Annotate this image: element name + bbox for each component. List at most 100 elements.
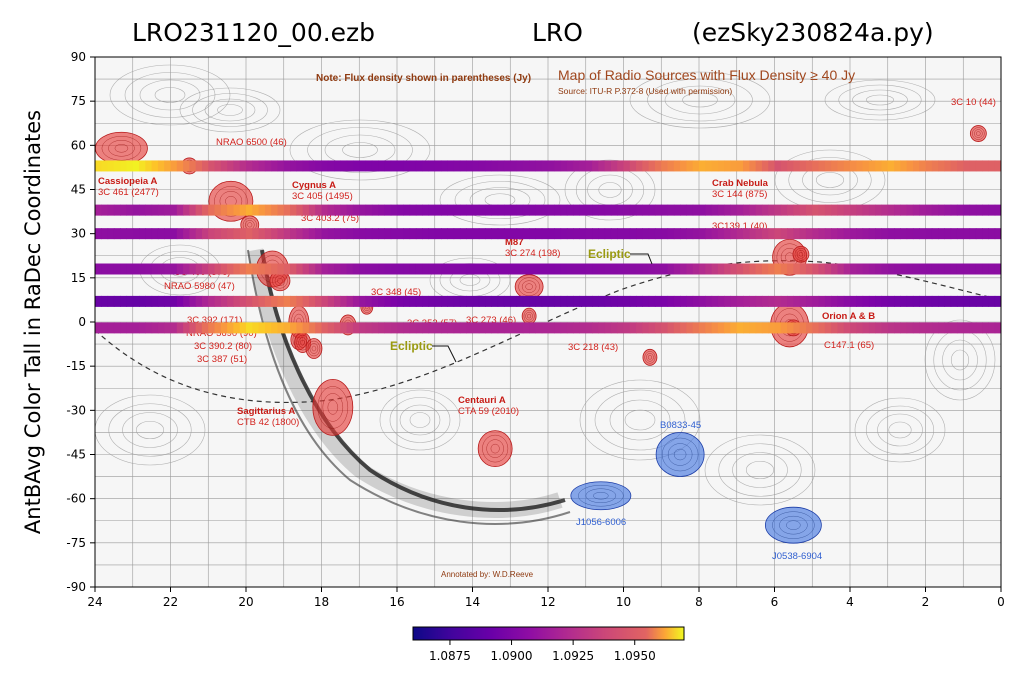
x-tick-label: 12 xyxy=(540,595,555,609)
scan-strip-cell xyxy=(548,322,555,334)
scan-strip-cell xyxy=(516,295,524,307)
scan-strip-cell xyxy=(422,322,430,334)
x-tick-label: 4 xyxy=(846,595,854,609)
blue-source-marker xyxy=(570,481,632,511)
scan-strip-cell xyxy=(994,322,1001,334)
scan-strip-cell xyxy=(208,204,216,216)
scan-strip-cell xyxy=(233,322,241,334)
colorbar-tick-label: 1.0950 xyxy=(614,649,656,663)
scan-strip-cell xyxy=(975,295,983,307)
scan-strip-cell xyxy=(812,204,820,216)
scan-strip-cell xyxy=(315,295,323,307)
red-source-marker xyxy=(521,307,537,325)
scan-strip-cell xyxy=(850,322,857,334)
scan-strip-cell xyxy=(277,322,285,334)
scan-strip-cell xyxy=(233,160,241,172)
scan-strip-cell xyxy=(415,322,423,334)
scan-strip-cell xyxy=(787,263,794,275)
scan-strip-cell xyxy=(761,295,769,307)
red-source-label: CTA 59 (2010) xyxy=(458,406,519,417)
scan-strip-cell xyxy=(623,160,631,172)
scan-strip-cell xyxy=(623,204,631,216)
scan-strip-cell xyxy=(113,160,121,172)
red-source-blob xyxy=(95,131,148,165)
scan-strip-cell xyxy=(692,160,700,172)
scan-strip-cell xyxy=(277,204,285,216)
scan-strip-cell xyxy=(680,263,688,275)
red-source-contour xyxy=(976,131,981,136)
scan-strip-cell xyxy=(239,204,247,216)
scan-strip-cell xyxy=(365,263,373,275)
scan-strip-cell xyxy=(573,322,581,334)
scan-strip-cell xyxy=(403,228,411,240)
scan-strip-cell xyxy=(617,228,625,240)
scan-strip-cell xyxy=(956,228,964,240)
scan-strip-cell xyxy=(680,295,688,307)
scan-strip-cell xyxy=(214,204,222,216)
scan-strip-cell xyxy=(906,228,914,240)
scan-strip-cell xyxy=(566,204,574,216)
scan-strip-cell xyxy=(233,263,241,275)
scan-strip-cell xyxy=(252,263,260,275)
red-source-label: 3C 392 (171) xyxy=(187,315,242,326)
scan-strip-cell xyxy=(787,295,794,307)
red-source-name: Cassiopeia A xyxy=(98,176,157,187)
scan-strip-cell xyxy=(642,204,650,216)
scan-strip-cell xyxy=(120,322,128,334)
scan-strip-cell xyxy=(283,322,291,334)
scan-strip-cell xyxy=(717,160,725,172)
scan-strip-cell xyxy=(592,322,599,334)
scan-strip-cell xyxy=(397,322,404,334)
scan-strip-cell xyxy=(340,228,348,240)
scan-strip-cell xyxy=(220,295,228,307)
scan-strip-cell xyxy=(919,263,927,275)
scan-strip-cell xyxy=(705,322,713,334)
scan-strip-cell xyxy=(447,322,455,334)
scan-strip-cell xyxy=(730,228,738,240)
scan-strip-cell xyxy=(975,322,983,334)
scan-strip-cell xyxy=(610,295,618,307)
scan-strip-cell xyxy=(868,295,876,307)
scan-strip-cell xyxy=(321,160,329,172)
scan-strip-cell xyxy=(176,322,184,334)
scan-strip-cell xyxy=(503,160,511,172)
red-source-contour xyxy=(644,351,656,364)
scan-strip-cell xyxy=(768,228,776,240)
scan-strip-cell xyxy=(654,160,662,172)
scan-strip-cell xyxy=(780,295,788,307)
scan-strip-cell xyxy=(453,322,461,334)
scan-strip-cell xyxy=(145,204,153,216)
scan-strip-cell xyxy=(919,322,927,334)
scan-strip-cell xyxy=(397,263,404,275)
scan-strip-cell xyxy=(308,263,316,275)
scan-strip-cell xyxy=(648,160,656,172)
scan-strip-cell xyxy=(403,322,411,334)
scan-strip-cell xyxy=(233,228,241,240)
scan-strip-cell xyxy=(151,160,159,172)
contour-ring xyxy=(409,412,431,428)
scan-strip-cell xyxy=(548,228,555,240)
scan-strip-cell xyxy=(145,228,153,240)
scan-strip-cell xyxy=(711,160,719,172)
scan-strip-cell xyxy=(900,322,908,334)
scan-strip-cell xyxy=(214,295,222,307)
scan-strip-cell xyxy=(453,295,461,307)
scan-strip-cell xyxy=(271,228,279,240)
scan-strip-cell xyxy=(365,228,373,240)
scan-strip-cell xyxy=(535,295,543,307)
scan-strip-cell xyxy=(346,228,354,240)
scan-strip-cell xyxy=(195,228,203,240)
scan-strip-cell xyxy=(648,322,656,334)
scan-strip-cell xyxy=(315,228,323,240)
red-source-contour xyxy=(307,340,321,357)
scan-strip-cell xyxy=(963,322,971,334)
scan-strip-cell xyxy=(378,295,386,307)
scan-strip-cell xyxy=(579,228,587,240)
scan-strip-cell xyxy=(497,228,505,240)
scan-strip-cell xyxy=(799,160,807,172)
scan-strip-cell xyxy=(617,204,625,216)
scan-strip-cell xyxy=(963,204,971,216)
scan-strip-cell xyxy=(623,295,631,307)
scan-strip-cell xyxy=(321,322,329,334)
scan-strip-cell xyxy=(711,322,719,334)
